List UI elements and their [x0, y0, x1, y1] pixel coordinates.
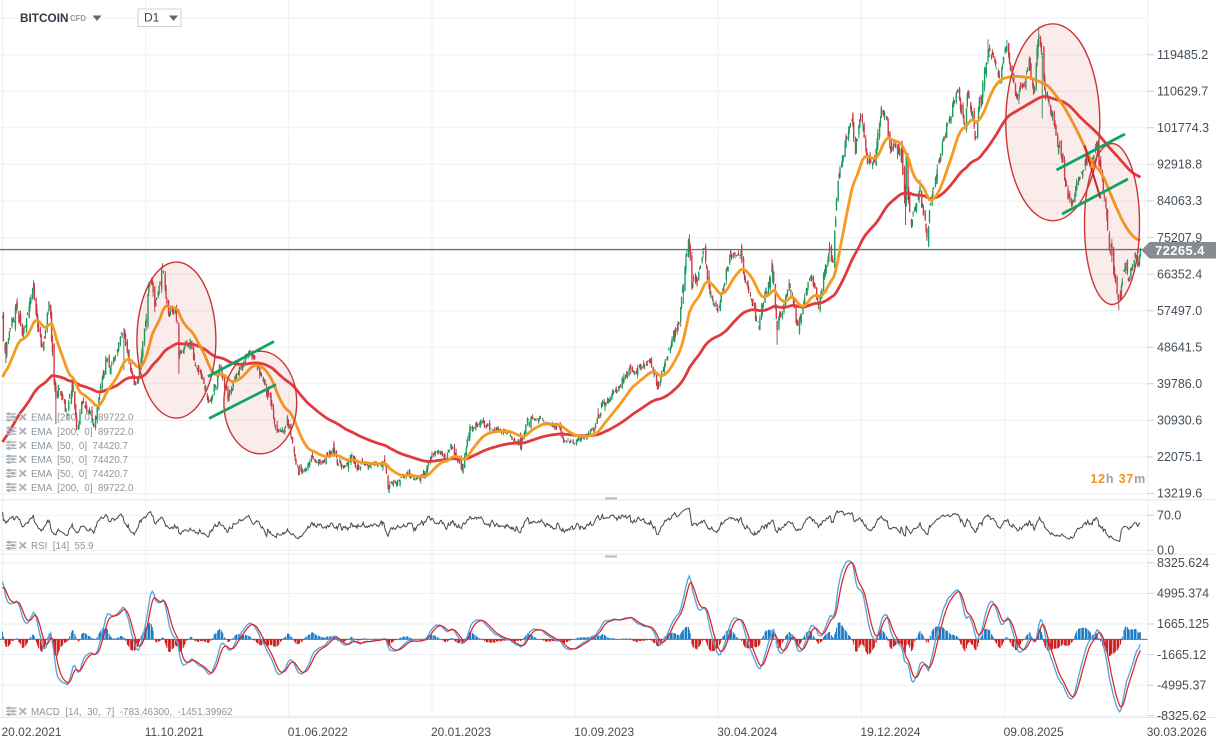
svg-text:20.02.2021: 20.02.2021 — [2, 725, 62, 739]
svg-text:30.04.2024: 30.04.2024 — [717, 725, 777, 739]
svg-text:20.01.2023: 20.01.2023 — [431, 725, 491, 739]
svg-text:12h 37m: 12h 37m — [1090, 472, 1146, 486]
svg-text:EMA [50, 0] 74420.7: EMA [50, 0] 74420.7 — [31, 469, 128, 480]
svg-text:RSI [14] 55.9: RSI [14] 55.9 — [31, 541, 94, 552]
svg-text:66352.4: 66352.4 — [1157, 267, 1202, 281]
svg-text:EMA [200, 0] 89722.0: EMA [200, 0] 89722.0 — [31, 483, 134, 494]
svg-text:11.10.2021: 11.10.2021 — [145, 725, 204, 739]
svg-text:39786.0: 39786.0 — [1157, 377, 1202, 391]
svg-text:84063.3: 84063.3 — [1157, 194, 1202, 208]
svg-text:0.0: 0.0 — [1157, 544, 1174, 558]
svg-text:-4995.37: -4995.37 — [1157, 678, 1206, 692]
svg-text:EMA [200, 0] 89722.0: EMA [200, 0] 89722.0 — [31, 427, 134, 438]
svg-text:MACD [14, 30, 7] -783.4630: MACD [14, 30, 7] -783.46300, -1451.39962 — [31, 707, 233, 718]
svg-text:CFD: CFD — [70, 14, 86, 23]
svg-text:75207.9: 75207.9 — [1157, 231, 1202, 245]
svg-text:-1665.12: -1665.12 — [1157, 648, 1206, 662]
svg-text:8325.624: 8325.624 — [1157, 556, 1209, 570]
svg-text:30.03.2026: 30.03.2026 — [1147, 725, 1207, 739]
svg-text:10.09.2023: 10.09.2023 — [574, 725, 634, 739]
svg-text:BITCOIN: BITCOIN — [20, 11, 69, 25]
svg-text:EMA [200, 0] 89722.0: EMA [200, 0] 89722.0 — [31, 413, 134, 424]
svg-text:EMA [50, 0] 74420.7: EMA [50, 0] 74420.7 — [31, 441, 128, 452]
svg-text:110629.7: 110629.7 — [1157, 85, 1208, 99]
svg-text:70.0: 70.0 — [1157, 509, 1181, 523]
svg-text:13219.6: 13219.6 — [1157, 487, 1202, 501]
svg-text:09.08.2025: 09.08.2025 — [1004, 725, 1064, 739]
svg-text:EMA [50, 0] 74420.7: EMA [50, 0] 74420.7 — [31, 455, 128, 466]
svg-text:92918.8: 92918.8 — [1157, 158, 1202, 172]
svg-text:101774.3: 101774.3 — [1157, 121, 1209, 135]
svg-text:4995.374: 4995.374 — [1157, 587, 1209, 601]
svg-text:22075.1: 22075.1 — [1157, 450, 1202, 464]
svg-text:57497.0: 57497.0 — [1157, 304, 1202, 318]
svg-text:72265.4: 72265.4 — [1155, 243, 1205, 258]
svg-text:-8325.62: -8325.62 — [1157, 709, 1206, 723]
svg-text:30930.6: 30930.6 — [1157, 414, 1202, 428]
svg-text:1665.125: 1665.125 — [1157, 617, 1209, 631]
svg-text:119485.2: 119485.2 — [1157, 48, 1208, 62]
svg-text:48641.5: 48641.5 — [1157, 341, 1202, 355]
svg-text:19.12.2024: 19.12.2024 — [860, 725, 920, 739]
svg-text:01.06.2022: 01.06.2022 — [288, 725, 348, 739]
svg-text:D1: D1 — [144, 11, 160, 25]
